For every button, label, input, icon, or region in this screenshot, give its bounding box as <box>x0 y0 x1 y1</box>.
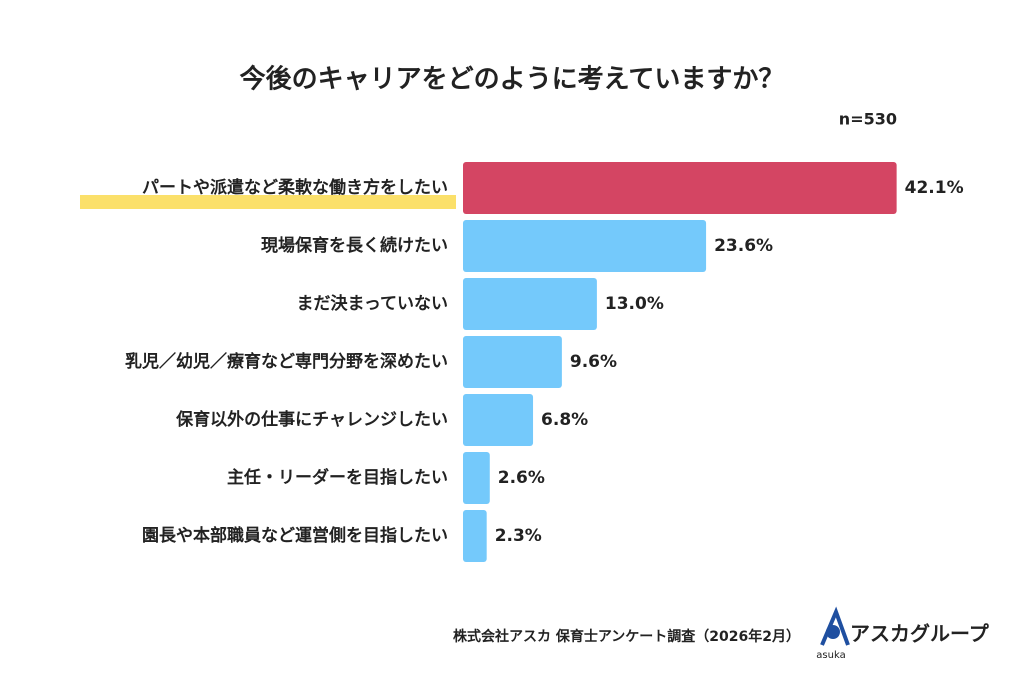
chart-title: 今後のキャリアをどのように考えていますか？ <box>240 64 785 95</box>
logo-text: アスカグループ <box>850 622 990 646</box>
bar <box>463 394 534 446</box>
value-label: 42.1% <box>905 178 964 198</box>
bar <box>463 220 707 272</box>
category-label: まだ決まっていない <box>297 293 448 314</box>
source: 株式会社アスカ 保育士アンケート調査（2026年2月） <box>453 628 800 645</box>
bar <box>463 336 562 388</box>
logo-mark: asuka <box>816 650 845 661</box>
value-label: 13.0% <box>605 294 664 314</box>
bar <box>463 510 487 562</box>
value-label: 6.8% <box>541 410 588 430</box>
category-label: 乳児／幼児／療育など専門分野を深めたい <box>125 351 448 372</box>
value-label: 2.3% <box>495 526 542 546</box>
bar <box>463 452 490 504</box>
category-label: 現場保育を長く続けたい <box>261 235 448 256</box>
value-label: 2.6% <box>498 468 545 488</box>
value-label: 9.6% <box>570 352 617 372</box>
logo-dot <box>826 625 840 639</box>
bar <box>463 278 597 330</box>
highlight <box>80 195 456 209</box>
category-label: パートや派遣など柔軟な働き方をしたい <box>142 177 448 198</box>
sample-size: n=530 <box>839 110 897 129</box>
category-label: 保育以外の仕事にチャレンジしたい <box>175 409 448 430</box>
category-label: 主任・リーダーを目指したい <box>227 467 448 488</box>
bar <box>463 162 897 214</box>
category-label: 園長や本部職員など運営側を目指したい <box>142 525 448 546</box>
value-label: 23.6% <box>714 236 773 256</box>
